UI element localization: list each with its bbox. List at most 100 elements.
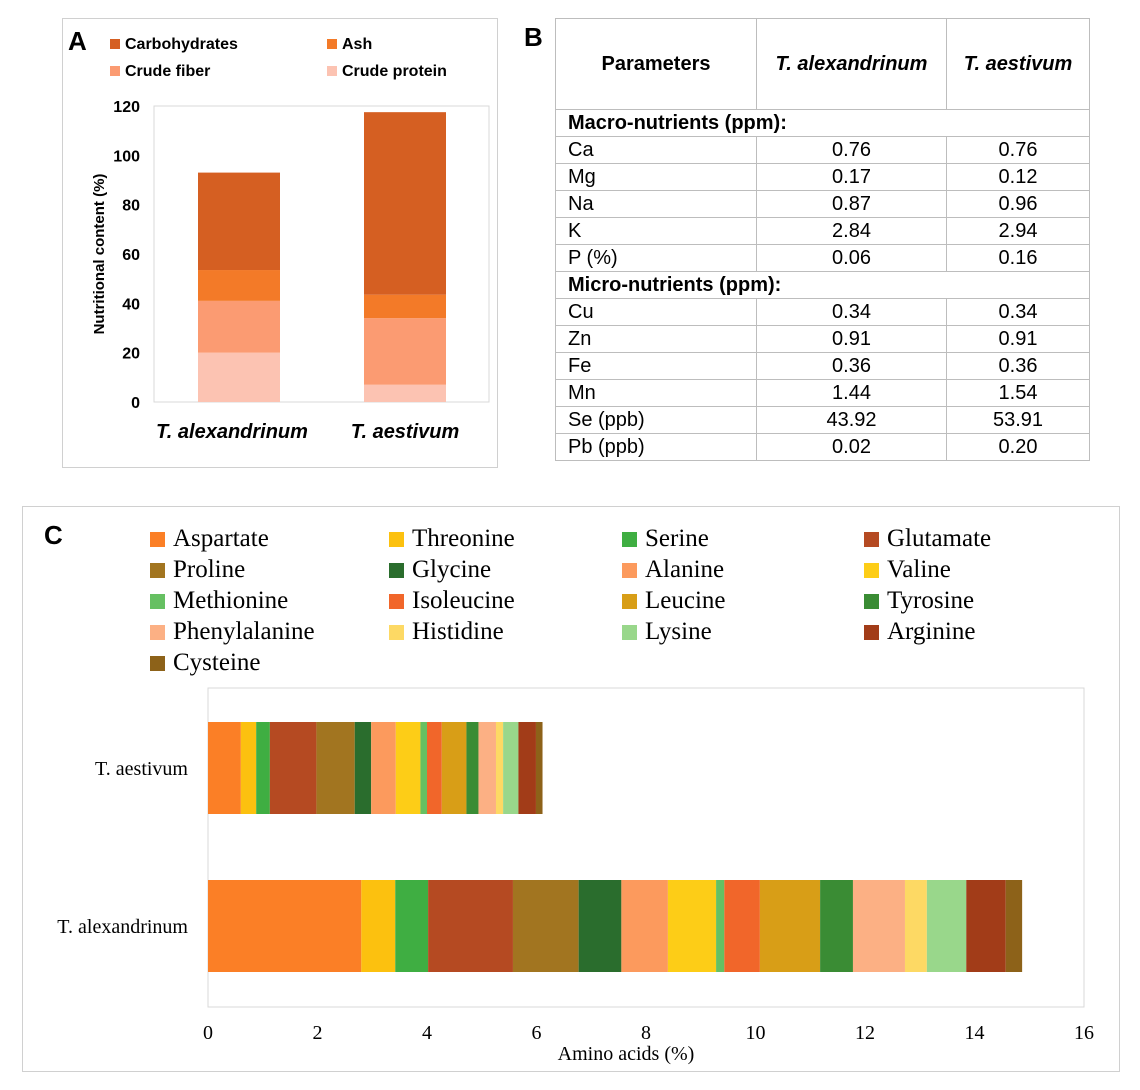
- bar-t-aestivum-arginine: [518, 722, 536, 814]
- panel-c-frame: [22, 506, 1120, 1072]
- bar-t-aestivum-crude-protein: [364, 384, 446, 402]
- legend-swatch-isoleucine: [389, 594, 404, 609]
- header-t-alexandrinum: T. alexandrinum: [756, 18, 947, 110]
- parameter-cell: Mg: [555, 163, 757, 191]
- bar-t-alexandrinum-aspartate: [208, 880, 362, 972]
- x-tick-label: 0: [203, 1022, 213, 1044]
- bar-t-aestivum-histidine: [495, 722, 504, 814]
- value-cell: 0.96: [946, 190, 1090, 218]
- legend-item-isoleucine: Isoleucine: [389, 587, 515, 614]
- y-tick-label: 60: [122, 247, 140, 264]
- legend-item-glycine: Glycine: [389, 556, 491, 583]
- legend-swatch-threonine: [389, 532, 404, 547]
- value-cell: 1.54: [946, 379, 1090, 407]
- y-tick-label: 0: [131, 395, 140, 412]
- table-row: Zn 0.91 0.91: [555, 325, 1090, 353]
- parameter-cell: K: [555, 217, 757, 245]
- y-tick-label: 120: [113, 99, 140, 116]
- legend-swatch-lysine: [622, 625, 637, 640]
- y-tick-label: 100: [113, 148, 140, 165]
- bar-t-alexandrinum-histidine: [904, 880, 927, 972]
- legend-item-lysine: Lysine: [622, 618, 712, 645]
- bar-t-aestivum-serine: [256, 722, 270, 814]
- legend-item-cysteine: Cysteine: [150, 649, 261, 676]
- legend-item-valine: Valine: [864, 556, 951, 583]
- bar-t-alexandrinum-lysine: [926, 880, 967, 972]
- value-cell: 0.06: [756, 244, 947, 272]
- section-row: Macro-nutrients (ppm):: [555, 109, 1090, 137]
- bar-t-alexandrinum-ash: [198, 270, 280, 301]
- panel-a-frame: [62, 18, 498, 468]
- legend-item-threonine: Threonine: [389, 525, 515, 552]
- table-row: Se (ppb) 43.92 53.91: [555, 406, 1090, 434]
- legend-label-ash: Ash: [342, 36, 372, 53]
- parameter-cell: Cu: [555, 298, 757, 326]
- parameter-cell: Zn: [555, 325, 757, 353]
- bar-t-aestivum-carbohydrates: [364, 112, 446, 295]
- bar-t-alexandrinum-isoleucine: [724, 880, 760, 972]
- bar-t-aestivum-valine: [395, 722, 421, 814]
- legend-swatch-cysteine: [150, 656, 165, 671]
- legend-label-glycine: Glycine: [412, 556, 491, 583]
- legend-swatch-phenylalanine: [150, 625, 165, 640]
- amino-acid-chart: Aspartate Threonine Serine Glutamate Proline…: [57, 525, 1094, 1065]
- legend-swatch-crude-protein: [327, 66, 337, 76]
- bar-t-alexandrinum-phenylalanine: [852, 880, 905, 972]
- legend-swatch-glycine: [389, 563, 404, 578]
- table-row: Mg 0.17 0.12: [555, 163, 1090, 191]
- bar-t-aestivum-ash: [364, 294, 446, 319]
- y-tick-label-t-alexandrinum: T. alexandrinum: [57, 916, 188, 938]
- legend-item-phenylalanine: Phenylalanine: [150, 618, 315, 645]
- header-t-aestivum: T. aestivum: [946, 18, 1090, 110]
- bar-t-alexandrinum-alanine: [621, 880, 668, 972]
- plot-area: [207, 687, 1085, 1008]
- legend-item-glutamate: Glutamate: [864, 525, 991, 552]
- value-cell: 0.76: [756, 136, 947, 164]
- plot-area: [153, 105, 490, 403]
- legend-label-methionine: Methionine: [173, 587, 288, 614]
- legend-swatch-serine: [622, 532, 637, 547]
- bar-t-alexandrinum-carbohydrates: [198, 172, 280, 271]
- legend-swatch-tyrosine: [864, 594, 879, 609]
- x-tick-label: 6: [532, 1022, 542, 1044]
- value-cell: 2.84: [756, 217, 947, 245]
- legend-label-valine: Valine: [887, 556, 951, 583]
- legend-swatch-valine: [864, 563, 879, 578]
- bar-t-aestivum-phenylalanine: [478, 722, 496, 814]
- table-row: Cu 0.34 0.34: [555, 298, 1090, 326]
- legend-label-phenylalanine: Phenylalanine: [173, 618, 315, 645]
- bar-t-aestivum-cysteine: [535, 722, 543, 814]
- legend-swatch-glutamate: [864, 532, 879, 547]
- bar-t-alexandrinum-proline: [512, 880, 579, 972]
- legend-swatch-methionine: [150, 594, 165, 609]
- bar-t-alexandrinum-glycine: [578, 880, 622, 972]
- legend-item-ash: Ash: [327, 36, 372, 53]
- value-cell: 0.20: [946, 433, 1090, 461]
- legend-swatch-alanine: [622, 563, 637, 578]
- panel-c-label: C: [44, 520, 63, 550]
- table-header-row: Parameters T. alexandrinum T. aestivum: [555, 18, 1090, 110]
- table-row: Na 0.87 0.96: [555, 190, 1090, 218]
- legend-item-proline: Proline: [150, 556, 245, 583]
- bar-t-aestivum-isoleucine: [427, 722, 442, 814]
- x-tick-label: 8: [641, 1022, 651, 1044]
- mineral-table: Parameters T. alexandrinum T. aestivum M…: [555, 18, 1090, 461]
- section-title: Micro-nutrients (ppm):: [555, 271, 1090, 299]
- panel-b-label: B: [524, 22, 543, 52]
- legend-item-alanine: Alanine: [622, 556, 724, 583]
- bar-t-aestivum-leucine: [441, 722, 467, 814]
- y-tick-label-t-aestivum: T. aestivum: [95, 758, 188, 780]
- bar-t-aestivum-glycine: [354, 722, 372, 814]
- legend-item-arginine: Arginine: [864, 618, 975, 645]
- legend-item-aspartate: Aspartate: [150, 525, 269, 552]
- value-cell: 2.94: [946, 217, 1090, 245]
- nutrition-chart: Carbohydrates Ash Crude fiber Crude protein…: [91, 36, 490, 443]
- legend-label-glutamate: Glutamate: [887, 525, 991, 552]
- value-cell: 0.02: [756, 433, 947, 461]
- value-cell: 1.44: [756, 379, 947, 407]
- legend-label-leucine: Leucine: [645, 587, 726, 614]
- legend-item-leucine: Leucine: [622, 587, 726, 614]
- x-tick-label: 14: [965, 1022, 985, 1044]
- value-cell: 43.92: [756, 406, 947, 434]
- legend-item-carbohydrates: Carbohydrates: [110, 36, 238, 53]
